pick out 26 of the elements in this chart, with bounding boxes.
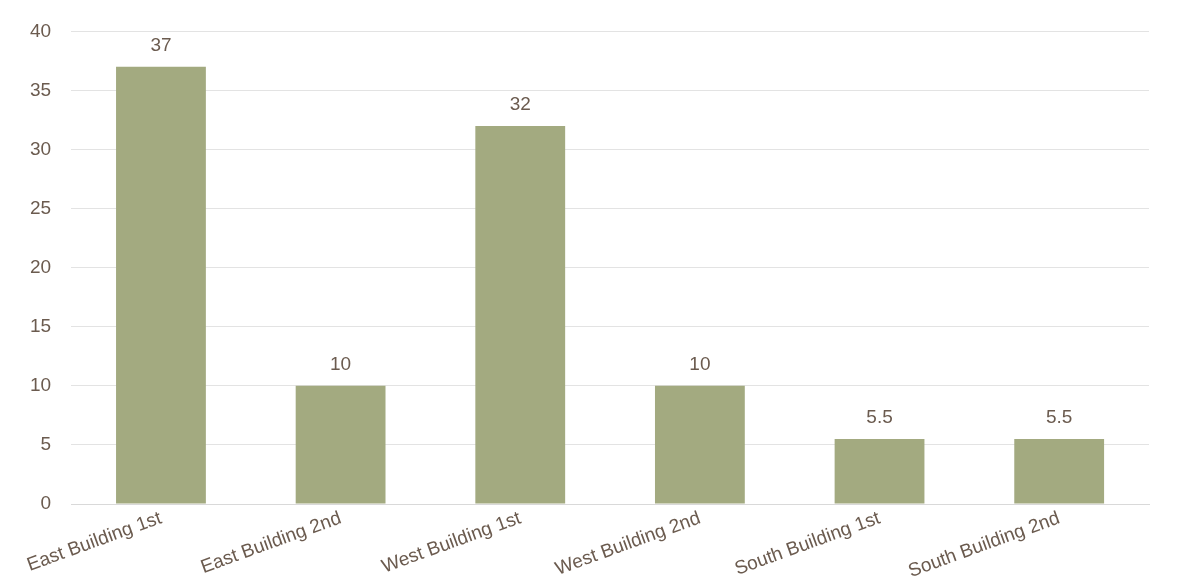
y-tick-label: 15: [29, 315, 52, 337]
y-tick-label: 10: [29, 374, 52, 396]
data-label: 5.5: [866, 405, 893, 427]
x-tick-label: East Building 2nd: [197, 506, 344, 577]
bar: [475, 125, 566, 504]
data-label: 10: [330, 352, 352, 374]
data-label: 37: [150, 33, 172, 55]
x-tick-label: West Building 2nd: [552, 506, 704, 579]
x-tick-label: West Building 1st: [378, 506, 525, 577]
bar: [834, 439, 925, 504]
x-tick-label: South Building 1st: [731, 506, 884, 579]
data-label: 10: [689, 352, 711, 374]
data-label: 32: [509, 92, 531, 114]
y-tick-label: 30: [29, 137, 52, 159]
y-tick-label: 25: [29, 196, 52, 218]
y-tick-label: 35: [29, 78, 52, 100]
x-tick-label: South Building 2nd: [905, 506, 1063, 581]
y-tick-label: 0: [40, 492, 52, 514]
bar: [295, 385, 386, 504]
bar: [654, 385, 745, 504]
y-tick-label: 40: [29, 19, 52, 41]
y-tick-label: 5: [40, 433, 52, 455]
bar: [1014, 439, 1105, 504]
y-tick-label: 20: [29, 255, 52, 277]
data-label: 5.5: [1045, 405, 1073, 427]
bar: [116, 66, 206, 504]
